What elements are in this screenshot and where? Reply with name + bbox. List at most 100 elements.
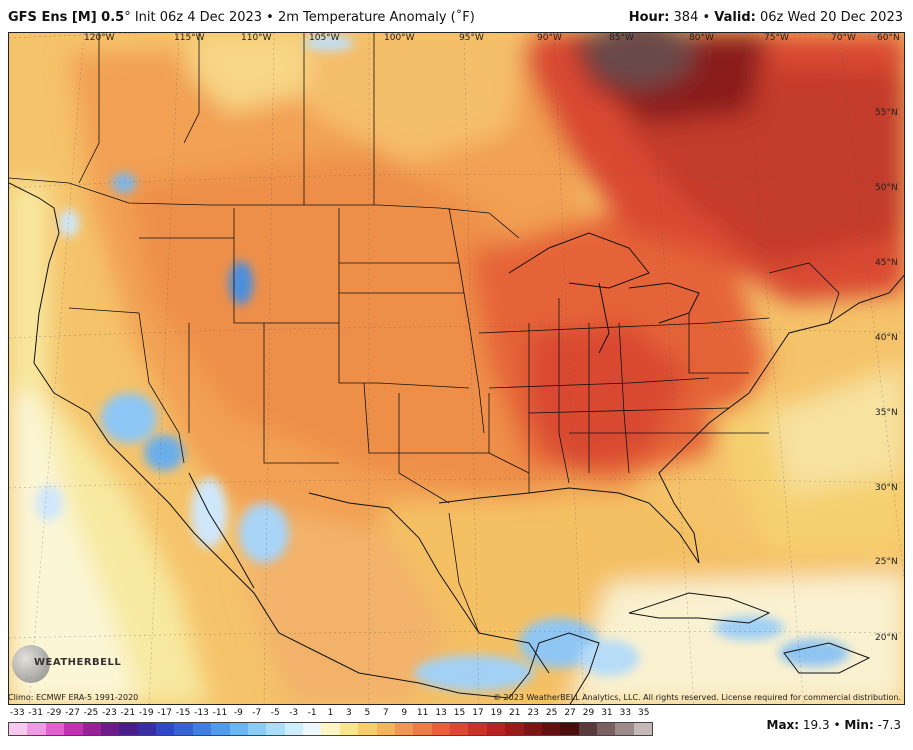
legend-label: 25 (545, 708, 558, 718)
legend-label: -17 (157, 708, 172, 718)
legend-swatch (431, 723, 450, 735)
anomaly-map: 120°W 115°W 110°W 105°W 100°W 95°W 90°W 85°W 80°… (8, 32, 905, 705)
legend-swatch (578, 723, 597, 735)
legend-swatch (394, 723, 414, 735)
legend-label: -1 (307, 708, 317, 718)
graticule (9, 33, 904, 704)
cool-anomalies (35, 35, 849, 691)
legend-label: 33 (619, 708, 632, 718)
legend-label: -5 (270, 708, 280, 718)
legend-label: -25 (83, 708, 99, 718)
legend-label: -11 (212, 708, 228, 718)
max-min-readout: Max: 19.3 • Min: -7.3 (767, 718, 901, 732)
legend-label: 15 (453, 708, 466, 718)
separator: • (262, 10, 278, 25)
lat-label: 30°N (875, 483, 898, 493)
legend-label: 21 (509, 708, 521, 718)
legend-label: 29 (582, 708, 595, 718)
legend-swatch (192, 723, 212, 735)
legend-label: 7 (382, 708, 389, 718)
legend-swatch (27, 723, 46, 735)
legend-label: -19 (138, 708, 154, 718)
lon-label: 85°W (609, 33, 634, 43)
legend-label: 35 (638, 708, 650, 718)
legend-label: 11 (416, 708, 429, 718)
legend-label: 31 (601, 708, 613, 718)
legend-label: -21 (120, 708, 136, 718)
legend-label: -9 (233, 708, 243, 718)
legend-swatch (597, 723, 616, 735)
legend-label: 3 (346, 708, 352, 718)
legend-label: -27 (65, 708, 80, 718)
legend-label: 23 (527, 708, 539, 718)
legend-swatch (211, 723, 230, 735)
coastlines (9, 182, 904, 704)
lon-label: 115°W (174, 33, 205, 43)
legend-label: 27 (564, 708, 576, 718)
lon-label: 80°W (689, 33, 714, 43)
legend-swatch (541, 723, 561, 735)
lat-label: 25°N (875, 557, 898, 567)
legend-labels: -33 -31 -29 -27 -25 -23 -21 -19 -17 -15 -13 -11 -9 -7… (8, 708, 653, 720)
legend-swatch (45, 723, 65, 735)
map-graphic (9, 33, 904, 704)
legend-bar (8, 722, 653, 736)
separator: • (698, 10, 715, 25)
lat-label: 60°N (877, 33, 900, 43)
legend-swatch (523, 723, 542, 735)
lon-label: 90°W (537, 33, 562, 43)
lon-label: 100°W (384, 33, 415, 43)
lon-label: 75°W (764, 33, 789, 43)
legend-label: 17 (472, 708, 484, 718)
borders (9, 33, 840, 634)
max-value: 19.3 (799, 718, 830, 732)
legend-swatch (413, 723, 432, 735)
legend-swatch (468, 723, 487, 735)
lat-label: 50°N (875, 183, 898, 193)
hour-value: 384 (669, 10, 699, 25)
legend-label: 1 (327, 708, 334, 718)
lat-label: 40°N (875, 333, 898, 343)
init-time: Init 06z 4 Dec 2023 (130, 10, 263, 25)
legend-label: -33 (9, 708, 25, 718)
legend-swatch (174, 723, 193, 735)
legend-label: -23 (101, 708, 117, 718)
max-label: Max: (766, 718, 800, 732)
weatherbell-logo: WEATHERBELL (12, 645, 121, 683)
legend-swatch (560, 723, 579, 735)
anomaly-field (9, 33, 904, 704)
legend-swatch (156, 723, 175, 735)
lat-label: 20°N (875, 633, 898, 643)
legend-swatch (486, 723, 506, 735)
logo-text: WEATHERBELL (34, 657, 122, 668)
min-value: -7.3 (873, 718, 901, 732)
header-valid: Hour: 384 • Valid: 06z Wed 20 Dec 2023 (629, 10, 903, 25)
legend-swatch (82, 723, 101, 735)
legend-label: -29 (46, 708, 62, 718)
legend-swatch (247, 723, 267, 735)
legend-swatch (266, 723, 285, 735)
legend-label: -3 (289, 708, 299, 718)
valid-label: Valid: (714, 10, 756, 25)
legend-swatch (321, 723, 340, 735)
legend-label: 19 (490, 708, 503, 718)
header-bar: GFS Ens [M] 0.5° Init 06z 4 Dec 2023 • 2… (0, 0, 913, 32)
legend-swatch (450, 723, 469, 735)
legend-swatch (100, 723, 120, 735)
legend-swatch (119, 723, 138, 735)
legend-swatch (229, 723, 248, 735)
hour-label: Hour: (628, 10, 670, 25)
lon-label: 110°W (241, 33, 272, 43)
separator: • (829, 718, 845, 732)
lon-label: 105°W (309, 33, 340, 43)
legend-swatch (505, 723, 524, 735)
legend-swatch (633, 723, 653, 735)
valid-value: 06z Wed 20 Dec 2023 (755, 10, 903, 25)
legend-swatch (9, 723, 28, 735)
legend-label: 9 (401, 708, 408, 718)
legend-label: -15 (175, 708, 191, 718)
lat-label: 35°N (875, 408, 898, 418)
field-name: 2m Temperature Anomaly (˚F) (277, 10, 475, 25)
legend-label: -31 (28, 708, 43, 718)
